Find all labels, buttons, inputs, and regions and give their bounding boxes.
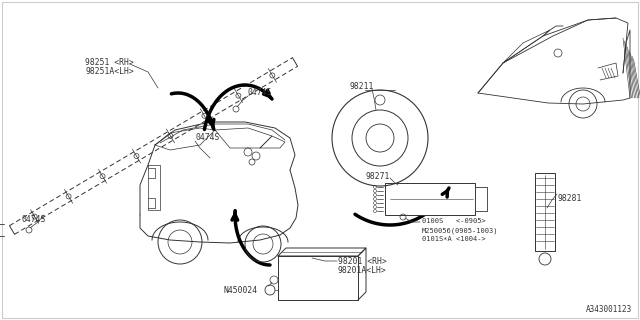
Text: 98281: 98281 (558, 194, 582, 203)
Text: 0474S: 0474S (22, 215, 46, 224)
Text: 98251 <RH>: 98251 <RH> (85, 58, 134, 67)
Text: 0101S∗A <1004->: 0101S∗A <1004-> (422, 236, 486, 242)
Text: 0100S   <-0905>: 0100S <-0905> (422, 218, 486, 224)
Text: A343001123: A343001123 (586, 305, 632, 314)
Text: 98201A<LH>: 98201A<LH> (338, 266, 387, 275)
Bar (475, 187, 487, 211)
Text: 0474S: 0474S (248, 88, 273, 97)
Text: 98211: 98211 (350, 82, 374, 91)
Bar (535, 173, 555, 251)
Text: 0474S: 0474S (195, 133, 220, 142)
Text: 98271: 98271 (365, 172, 389, 181)
Bar (385, 183, 475, 215)
Text: 98201 <RH>: 98201 <RH> (338, 257, 387, 266)
Text: 98251A<LH>: 98251A<LH> (85, 67, 134, 76)
Text: M250056(0905-1003): M250056(0905-1003) (422, 227, 499, 234)
Text: N450024: N450024 (224, 286, 258, 295)
